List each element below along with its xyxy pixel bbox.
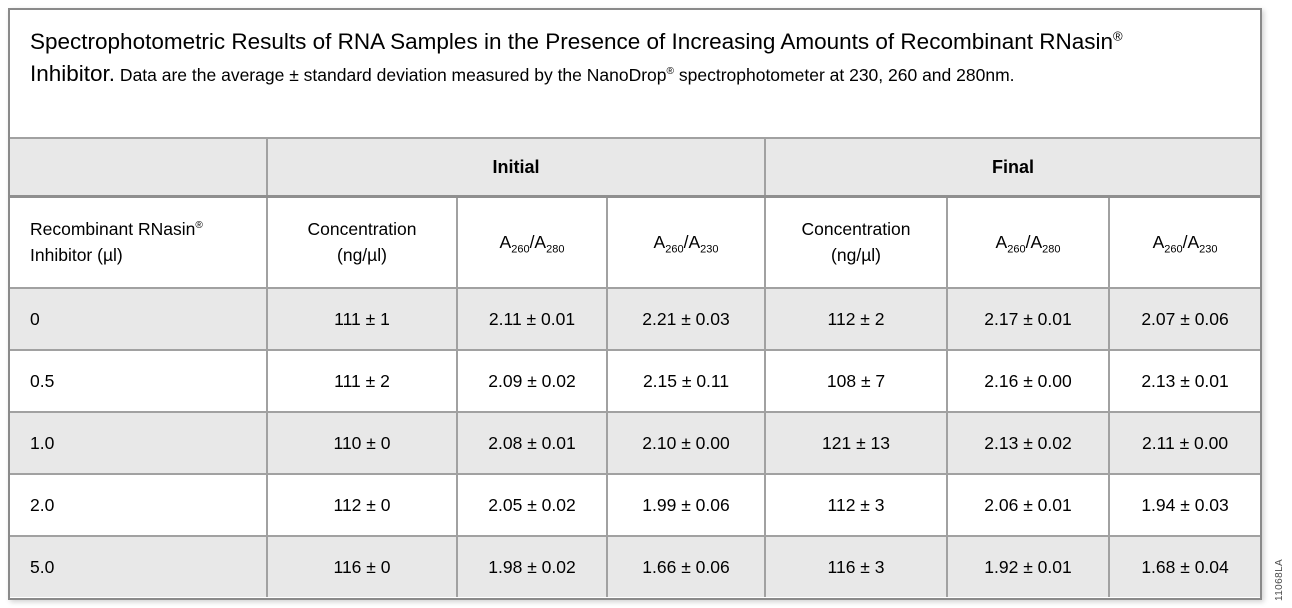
cell-inhibitor: 0.5 bbox=[10, 349, 268, 413]
group-header-initial: Initial bbox=[265, 137, 767, 198]
ratio-sub: 260 bbox=[1164, 243, 1183, 256]
ratio-sub: 260 bbox=[1007, 243, 1026, 256]
registered-mark: ® bbox=[195, 220, 203, 232]
column-header-row: Recombinant RNasin® Inhibitor (µl) Concen… bbox=[10, 195, 1261, 289]
blank-corner-cell bbox=[10, 137, 268, 198]
concentration-units: (ng/µl) bbox=[831, 244, 882, 265]
inhibitor-header-line2: Inhibitor (µl) bbox=[30, 244, 123, 265]
cell-final-a260-a280: 2.06 ± 0.01 bbox=[946, 473, 1111, 537]
caption-subtitle-text: Data are the average ± standard deviatio… bbox=[115, 64, 667, 85]
ratio-text: A bbox=[499, 231, 512, 252]
cell-final-a260-a230: 2.11 ± 0.00 bbox=[1108, 411, 1261, 475]
ratio-text: A bbox=[1152, 231, 1165, 252]
registered-mark: ® bbox=[666, 66, 674, 78]
cell-initial-a260-a230: 1.99 ± 0.06 bbox=[605, 473, 767, 537]
cell-initial-a260-a230: 2.10 ± 0.00 bbox=[605, 411, 767, 475]
cell-initial-concentration: 116 ± 0 bbox=[266, 535, 458, 597]
column-header-a260-a280-initial: A260/A280 bbox=[456, 195, 608, 289]
cell-inhibitor: 0 bbox=[10, 287, 268, 351]
ratio-sub: 260 bbox=[511, 243, 530, 256]
group-header-final: Final bbox=[764, 137, 1261, 198]
ratio-sub: 280 bbox=[546, 243, 565, 256]
registered-mark: ® bbox=[1113, 28, 1123, 44]
ratio-text: A bbox=[653, 231, 666, 252]
column-header-inhibitor: Recombinant RNasin® Inhibitor (µl) bbox=[10, 195, 268, 289]
ratio-sub: 230 bbox=[700, 243, 719, 256]
column-header-a260-a280-final: A260/A280 bbox=[946, 195, 1111, 289]
cell-inhibitor: 2.0 bbox=[10, 473, 268, 537]
concentration-label: Concentration bbox=[307, 219, 417, 240]
cell-final-a260-a230: 2.07 ± 0.06 bbox=[1108, 287, 1261, 351]
cell-initial-concentration: 110 ± 0 bbox=[266, 411, 458, 475]
cell-initial-a260-a280: 2.08 ± 0.01 bbox=[456, 411, 608, 475]
cell-final-a260-a280: 2.17 ± 0.01 bbox=[946, 287, 1111, 351]
ratio-text: /A bbox=[529, 231, 547, 252]
ratio-text: /A bbox=[683, 231, 701, 252]
ratio-text: /A bbox=[1182, 231, 1200, 252]
table-row: 2.0 112 ± 0 2.05 ± 0.02 1.99 ± 0.06 112 … bbox=[10, 473, 1261, 537]
cell-initial-a260-a230: 2.21 ± 0.03 bbox=[605, 287, 767, 351]
cell-final-a260-a280: 1.92 ± 0.01 bbox=[946, 535, 1111, 597]
ratio-sub: 280 bbox=[1042, 243, 1061, 256]
caption-title-text2: Inhibitor. bbox=[30, 60, 116, 86]
cell-final-concentration: 112 ± 3 bbox=[764, 473, 949, 537]
cell-initial-a260-a230: 1.66 ± 0.06 bbox=[605, 535, 767, 597]
figure-caption-text: Spectrophotometric Results of RNA Sample… bbox=[30, 26, 1212, 90]
cell-final-concentration: 108 ± 7 bbox=[764, 349, 949, 413]
cell-initial-a260-a280: 2.11 ± 0.01 bbox=[456, 287, 608, 351]
caption-title: Spectrophotometric Results of RNA Sample… bbox=[30, 29, 1123, 86]
cell-final-concentration: 112 ± 2 bbox=[764, 287, 949, 351]
cell-inhibitor: 1.0 bbox=[10, 411, 268, 475]
figure-id-label: 11068LA bbox=[1274, 558, 1285, 601]
caption-subtitle-text2: spectrophotometer at 230, 260 and 280nm. bbox=[674, 64, 1015, 85]
column-header-a260-a230-initial: A260/A230 bbox=[605, 195, 767, 289]
column-header-concentration-initial: Concentration (ng/µl) bbox=[266, 195, 458, 289]
cell-initial-concentration: 111 ± 2 bbox=[266, 349, 458, 413]
inhibitor-header-line1: Recombinant RNasin bbox=[30, 219, 196, 240]
cell-final-a260-a230: 1.94 ± 0.03 bbox=[1108, 473, 1261, 537]
cell-final-a260-a230: 2.13 ± 0.01 bbox=[1108, 349, 1261, 413]
results-table: Initial Final Recombinant RNasin® Inhibit… bbox=[10, 137, 1261, 597]
cell-final-concentration: 116 ± 3 bbox=[764, 535, 949, 597]
ratio-text: /A bbox=[1025, 231, 1043, 252]
concentration-label: Concentration bbox=[801, 219, 911, 240]
cell-final-concentration: 121 ± 13 bbox=[764, 411, 949, 475]
cell-initial-a260-a280: 2.05 ± 0.02 bbox=[456, 473, 608, 537]
table-row: 1.0 110 ± 0 2.08 ± 0.01 2.10 ± 0.00 121 … bbox=[10, 411, 1261, 475]
cell-inhibitor: 5.0 bbox=[10, 535, 268, 597]
cell-initial-a260-a230: 2.15 ± 0.11 bbox=[605, 349, 767, 413]
column-header-a260-a230-final: A260/A230 bbox=[1108, 195, 1261, 289]
caption-subtitle: Data are the average ± standard deviatio… bbox=[115, 64, 1015, 85]
concentration-units: (ng/µl) bbox=[337, 244, 387, 265]
figure-caption: Spectrophotometric Results of RNA Sample… bbox=[10, 10, 1260, 137]
cell-initial-a260-a280: 2.09 ± 0.02 bbox=[456, 349, 608, 413]
cell-initial-concentration: 111 ± 1 bbox=[266, 287, 458, 351]
figure-panel: Spectrophotometric Results of RNA Sample… bbox=[8, 8, 1262, 600]
cell-final-a260-a230: 1.68 ± 0.04 bbox=[1108, 535, 1261, 597]
ratio-sub: 260 bbox=[665, 243, 684, 256]
ratio-text: A bbox=[995, 231, 1008, 252]
cell-initial-a260-a280: 1.98 ± 0.02 bbox=[456, 535, 608, 597]
cell-final-a260-a280: 2.16 ± 0.00 bbox=[946, 349, 1111, 413]
cell-initial-concentration: 112 ± 0 bbox=[266, 473, 458, 537]
column-header-concentration-final: Concentration (ng/µl) bbox=[764, 195, 949, 289]
table-row: 5.0 116 ± 0 1.98 ± 0.02 1.66 ± 0.06 116 … bbox=[10, 535, 1261, 597]
group-header-row: Initial Final bbox=[10, 137, 1261, 198]
cell-final-a260-a280: 2.13 ± 0.02 bbox=[946, 411, 1111, 475]
table-row: 0.5 111 ± 2 2.09 ± 0.02 2.15 ± 0.11 108 … bbox=[10, 349, 1261, 413]
caption-title-text: Spectrophotometric Results of RNA Sample… bbox=[30, 29, 1114, 54]
ratio-sub: 230 bbox=[1199, 243, 1218, 256]
table-row: 0 111 ± 1 2.11 ± 0.01 2.21 ± 0.03 112 ± … bbox=[10, 287, 1261, 351]
